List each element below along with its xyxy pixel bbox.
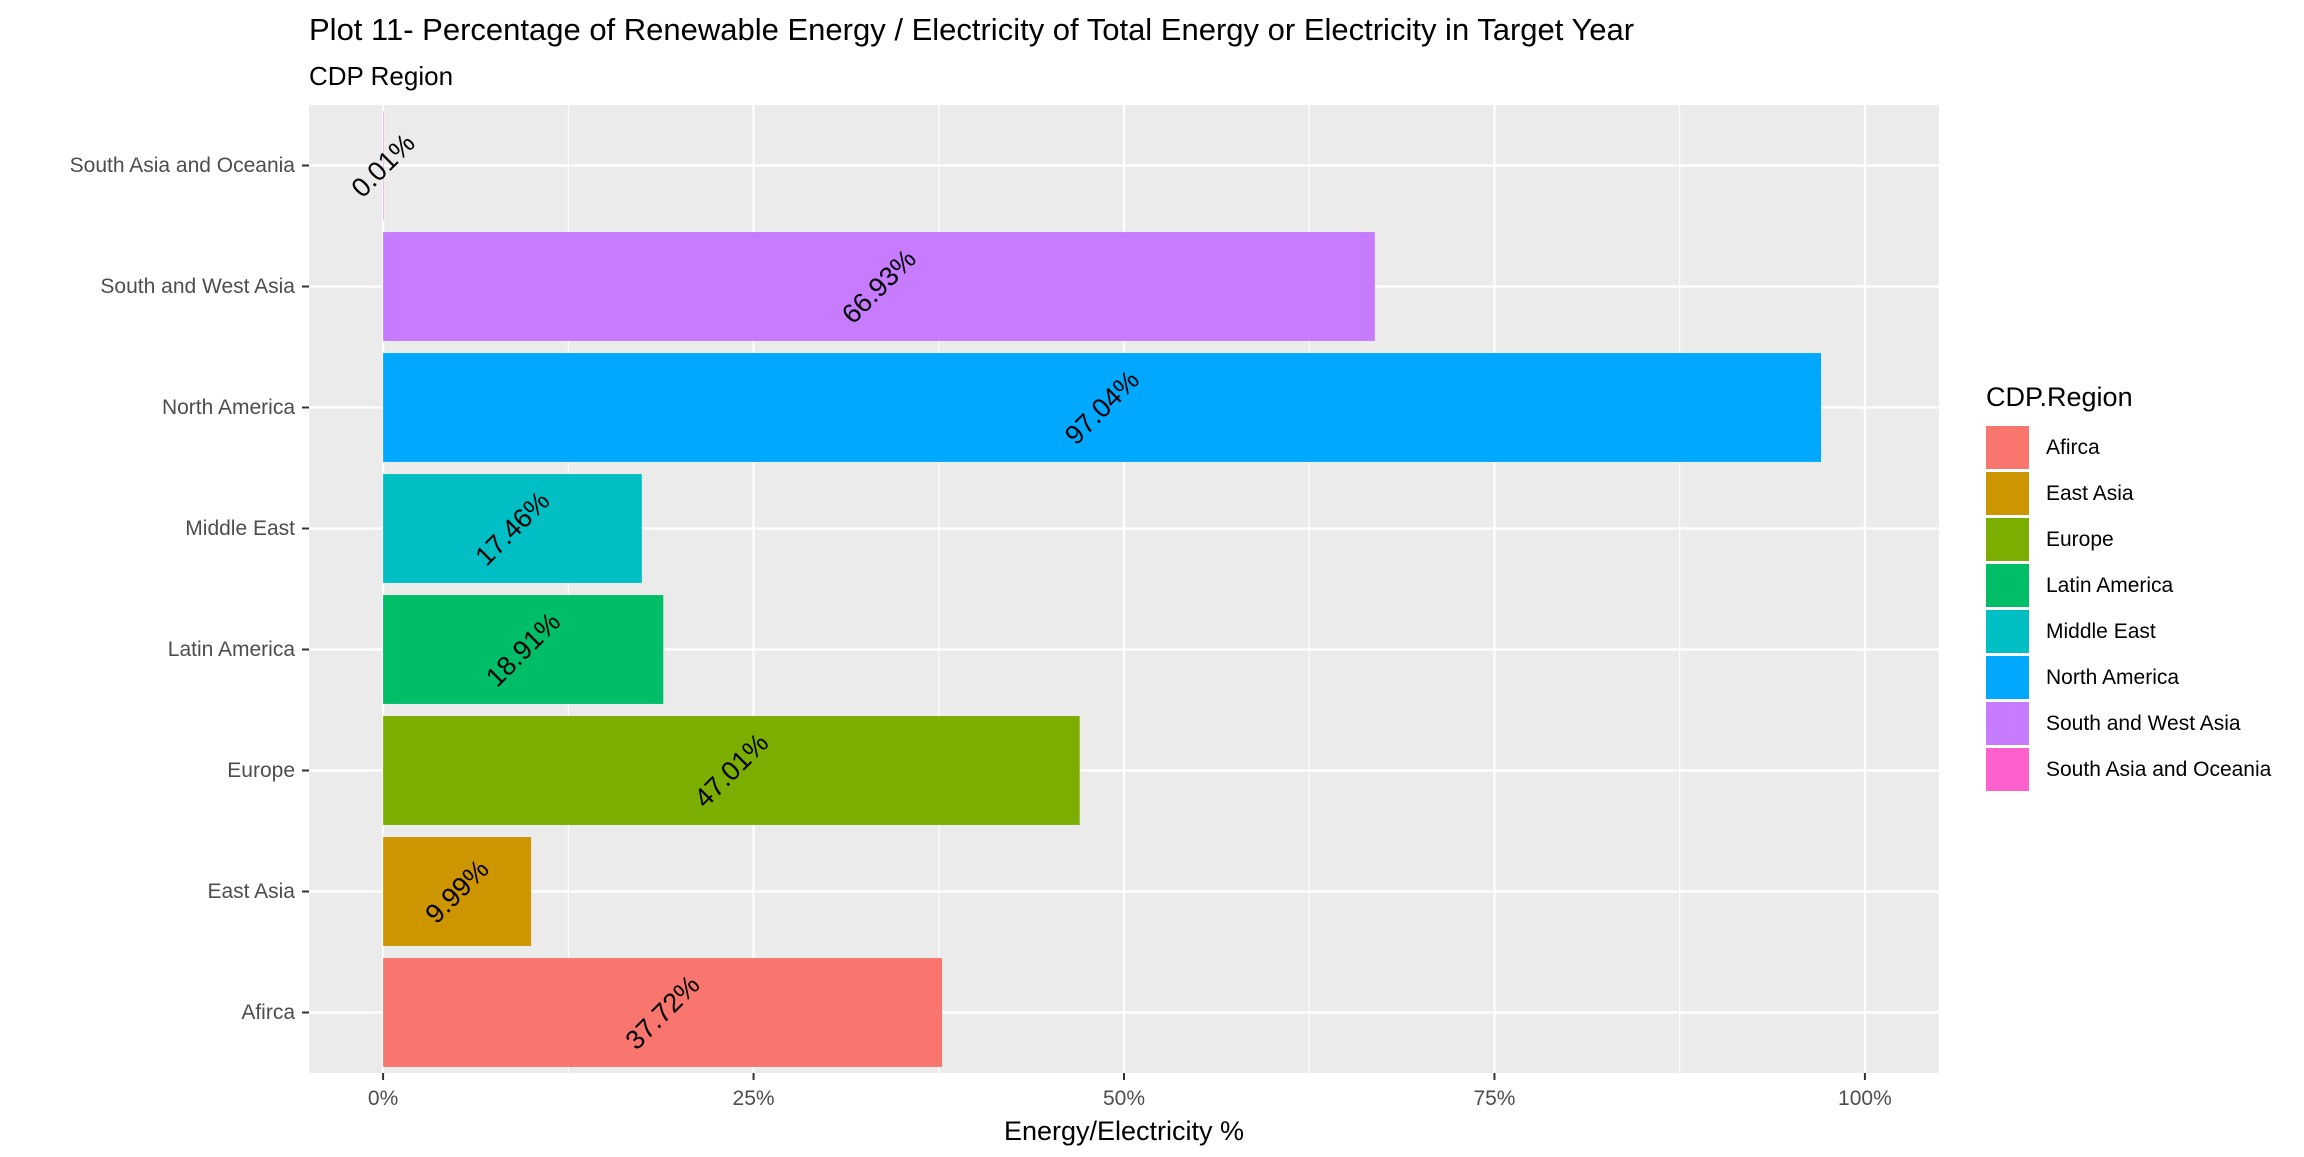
x-tick-label: 100% xyxy=(1838,1087,1892,1110)
bar-north-america xyxy=(383,353,1822,462)
y-tick-label: South and West Asia xyxy=(100,275,295,298)
bar-middle-east xyxy=(383,474,642,583)
bar-afirca xyxy=(383,958,943,1067)
legend-label: South and West Asia xyxy=(2046,712,2241,735)
chart-subtitle: CDP Region xyxy=(309,61,453,91)
legend-label: East Asia xyxy=(2046,482,2134,505)
y-tick-label: North America xyxy=(162,396,295,419)
legend-label: North America xyxy=(2046,666,2179,689)
y-tick-label: Latin America xyxy=(168,638,296,661)
chart-title: Plot 11- Percentage of Renewable Energy … xyxy=(309,12,1634,47)
x-tick-label: 0% xyxy=(368,1087,398,1110)
bar-south-and-west-asia xyxy=(383,232,1375,341)
legend-label: Afirca xyxy=(2046,436,2100,459)
bar-south-asia-and-oceania xyxy=(383,111,384,220)
bars xyxy=(383,111,1822,1067)
legend-key xyxy=(1986,748,2029,791)
legend-label: Latin America xyxy=(2046,574,2174,597)
legend-key xyxy=(1986,656,2029,699)
bar-latin-america xyxy=(383,595,664,704)
x-tick-label: 25% xyxy=(733,1087,775,1110)
legend-key xyxy=(1986,702,2029,745)
bar-east-asia xyxy=(383,837,532,946)
y-tick-label: Middle East xyxy=(185,517,295,540)
legend-label: South Asia and Oceania xyxy=(2046,758,2272,781)
x-tick-label: 50% xyxy=(1103,1087,1145,1110)
x-axis: 0% 25% 50% 75% 100% xyxy=(368,1073,1892,1110)
y-tick-label: Europe xyxy=(227,759,295,782)
x-tick-label: 75% xyxy=(1473,1087,1515,1110)
legend-label: Europe xyxy=(2046,528,2114,551)
legend-key xyxy=(1986,472,2029,515)
x-axis-title: Energy/Electricity % xyxy=(1004,1116,1244,1146)
legend-label: Middle East xyxy=(2046,620,2156,643)
legend-key xyxy=(1986,518,2029,561)
y-tick-label: South Asia and Oceania xyxy=(70,154,296,177)
y-tick-label: Afirca xyxy=(241,1001,295,1024)
y-axis: Afirca East Asia Europe Latin America Middle… xyxy=(70,154,309,1024)
y-tick-label: East Asia xyxy=(207,880,295,903)
legend-title: CDP.Region xyxy=(1986,382,2133,412)
legend-key xyxy=(1986,426,2029,469)
legend: CDP.Region Afirca East Asia Europe Latin Am… xyxy=(1986,382,2272,791)
legend-key xyxy=(1986,564,2029,607)
bar-europe xyxy=(383,716,1080,825)
legend-key xyxy=(1986,610,2029,653)
